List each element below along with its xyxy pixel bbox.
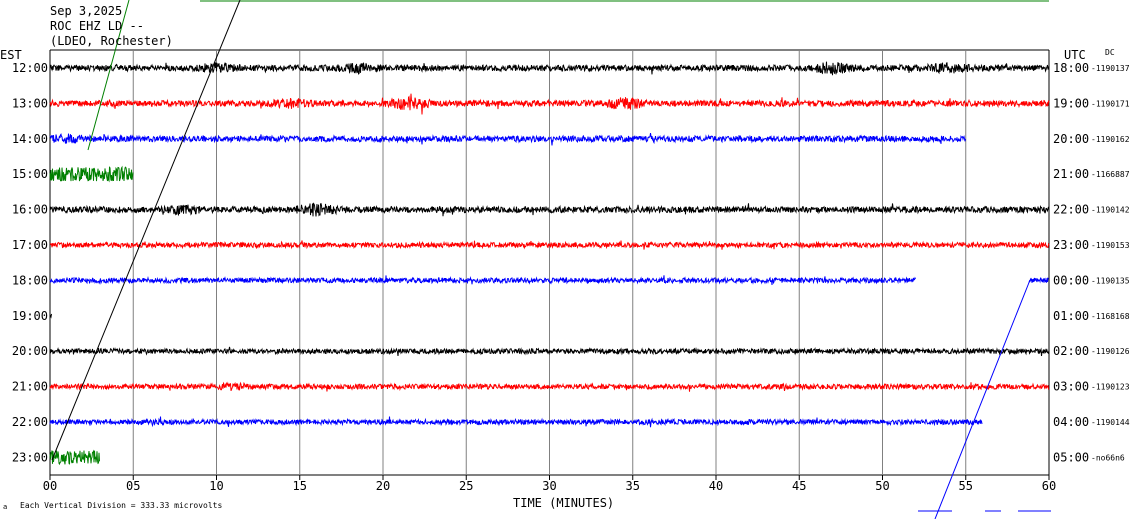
x-tick-label-15: 15	[293, 479, 307, 493]
est-label-21:00: 21:00	[12, 380, 48, 394]
trace-22:00	[49, 416, 983, 428]
dc-value-12:00: -1190137	[1091, 64, 1130, 73]
dc-label: DC	[1105, 48, 1115, 57]
est-label-13:00: 13:00	[12, 96, 48, 110]
dc-value-23:00: -no66n6	[1091, 453, 1125, 462]
corner-mark: a	[3, 503, 8, 511]
trace-14:00	[49, 133, 966, 146]
station-id: ROC EHZ LD --	[50, 19, 144, 33]
utc-label-18:00: 18:00	[1053, 61, 1089, 75]
trace-20:00	[49, 346, 1050, 356]
x-tick-label-60: 60	[1042, 479, 1056, 493]
est-label-20:00: 20:00	[12, 344, 48, 358]
trace-23:00	[49, 449, 100, 466]
dc-value-17:00: -1190153	[1091, 241, 1130, 250]
trace-15:00	[49, 165, 134, 183]
dc-value-16:00: -1190142	[1091, 206, 1130, 215]
trace-13:00	[49, 93, 1050, 115]
dc-value-14:00: -1190162	[1091, 135, 1130, 144]
grid-lines	[49, 0, 1050, 480]
trace-18:00-seg1	[1028, 277, 1049, 284]
utc-label-19:00: 19:00	[1053, 96, 1089, 110]
diagonal-line-black	[51, 0, 241, 461]
x-tick-label-45: 45	[792, 479, 806, 493]
dc-value-21:00: -1190123	[1091, 383, 1130, 392]
utc-label-05:00: 05:00	[1053, 450, 1089, 464]
scale-note: Each Vertical Division = 333.33 microvol…	[20, 501, 223, 510]
est-label-17:00: 17:00	[12, 238, 48, 252]
trace-17:00	[49, 240, 1050, 250]
est-label-14:00: 14:00	[12, 132, 48, 146]
utc-label-02:00: 02:00	[1053, 344, 1089, 358]
est-label-18:00: 18:00	[12, 273, 48, 287]
diagonal-marker-lines	[51, 0, 1051, 519]
utc-label-23:00: 23:00	[1053, 238, 1089, 252]
trace-16:00	[49, 202, 1050, 217]
x-tick-label-35: 35	[626, 479, 640, 493]
x-tick-label-10: 10	[209, 479, 223, 493]
utc-label-00:00: 00:00	[1053, 273, 1089, 287]
dc-value-18:00: -1190135	[1091, 276, 1130, 285]
utc-label-20:00: 20:00	[1053, 132, 1089, 146]
trace-18:00	[49, 275, 916, 285]
x-tick-label-20: 20	[376, 479, 390, 493]
est-label-15:00: 15:00	[12, 167, 48, 181]
est-label-19:00: 19:00	[12, 309, 48, 323]
x-tick-label-55: 55	[959, 479, 973, 493]
diagonal-line-blue	[934, 279, 1031, 519]
seismic-traces	[49, 61, 1050, 466]
x-axis-title: TIME (MINUTES)	[513, 496, 615, 510]
utc-label-01:00: 01:00	[1053, 309, 1089, 323]
est-label-12:00: 12:00	[12, 61, 48, 75]
dc-value-20:00: -1190126	[1091, 347, 1130, 356]
dc-value-22:00: -1190144	[1091, 418, 1130, 427]
trace-12:00	[49, 61, 1050, 76]
utc-label-03:00: 03:00	[1053, 380, 1089, 394]
dc-value-15:00: -1166887	[1091, 170, 1130, 179]
chart-date: Sep 3,2025	[50, 4, 123, 18]
est-label-23:00: 23:00	[12, 450, 48, 464]
x-tick-label-30: 30	[542, 479, 556, 493]
utc-label-21:00: 21:00	[1053, 167, 1089, 181]
trace-19:00	[49, 313, 52, 319]
utc-label-04:00: 04:00	[1053, 415, 1089, 429]
est-label: EST	[0, 48, 22, 62]
utc-label: UTC	[1064, 48, 1086, 62]
trace-21:00	[49, 381, 1050, 392]
x-tick-label-40: 40	[709, 479, 723, 493]
x-tick-label-25: 25	[459, 479, 473, 493]
utc-label-22:00: 22:00	[1053, 203, 1089, 217]
diagonal-line-green	[87, 0, 130, 151]
network-name: (LDEO, Rochester)	[50, 34, 173, 48]
dc-value-19:00: -1168168	[1091, 312, 1130, 321]
x-tick-label-50: 50	[875, 479, 889, 493]
est-label-16:00: 16:00	[12, 203, 48, 217]
x-tick-label-00: 00	[43, 479, 57, 493]
dc-value-13:00: -1190171	[1091, 99, 1130, 108]
x-tick-label-05: 05	[126, 479, 140, 493]
est-label-22:00: 22:00	[12, 415, 48, 429]
